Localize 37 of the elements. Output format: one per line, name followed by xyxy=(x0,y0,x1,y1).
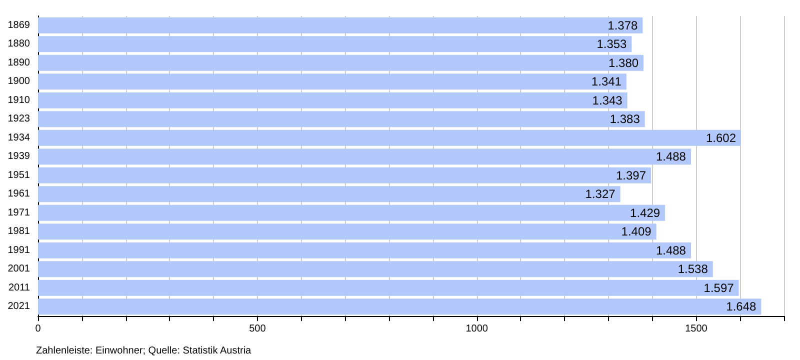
data-label: 1.397 xyxy=(616,168,646,182)
y-tick-label: 1880 xyxy=(8,38,30,50)
data-label: 1.378 xyxy=(608,18,638,32)
y-tick-label: 1961 xyxy=(8,188,30,200)
y-tick-label: 1971 xyxy=(8,207,30,218)
y-tick-label: 2001 xyxy=(8,264,30,275)
data-label: 1.602 xyxy=(706,130,736,145)
data-label: 1.597 xyxy=(704,280,734,295)
y-tick-label: 1951 xyxy=(8,170,30,181)
y-tick-label: 1981 xyxy=(8,226,30,238)
y-tick-label: 1939 xyxy=(8,151,30,162)
data-label: 1.648 xyxy=(726,300,757,314)
y-tick-label: 1923 xyxy=(8,114,30,125)
y-tick-label: 1900 xyxy=(8,76,30,88)
y-tick-label: 1890 xyxy=(8,57,30,68)
data-label: 1.538 xyxy=(678,262,708,276)
data-label: 1.343 xyxy=(592,93,623,108)
x-tick-label: 0 xyxy=(35,324,42,334)
data-label: 1.488 xyxy=(656,150,686,164)
y-tick-label: 1869 xyxy=(8,20,30,31)
x-tick-label: 1500 xyxy=(685,324,708,334)
data-label: 1.380 xyxy=(608,56,639,70)
data-label: 1.327 xyxy=(585,187,616,202)
y-tick-label: 1934 xyxy=(8,132,30,144)
data-label: 1.353 xyxy=(596,37,628,52)
data-label: 1.409 xyxy=(621,224,652,239)
y-tick-label: 1991 xyxy=(8,244,30,256)
y-tick-label: 1910 xyxy=(8,94,30,106)
x-tick-label: 1000 xyxy=(466,324,488,334)
data-label: 1.488 xyxy=(656,243,686,258)
data-label: 1.383 xyxy=(610,112,640,126)
x-tick-label: 500 xyxy=(249,324,266,334)
y-tick-label: 2021 xyxy=(8,301,30,312)
text: Zahlenleiste: Einwohner; Quelle: Statistik Austria xyxy=(36,346,252,356)
data-label: 1.429 xyxy=(630,206,660,220)
y-tick-label: 2011 xyxy=(8,282,30,294)
data-label: 1.341 xyxy=(591,74,622,89)
